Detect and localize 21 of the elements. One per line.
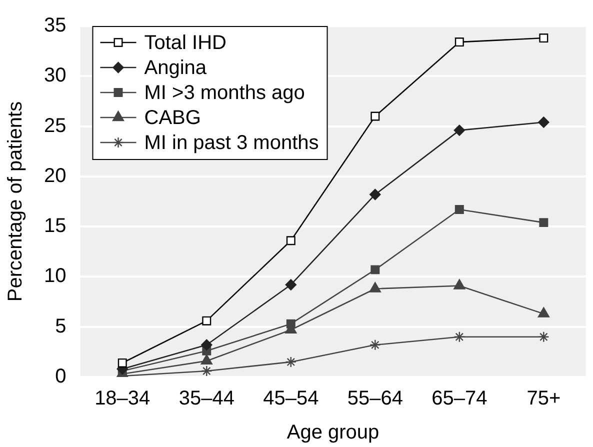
legend-label: Angina: [144, 57, 208, 80]
y-tick-label: 30: [44, 64, 66, 87]
y-tick-label: 20: [44, 164, 66, 187]
legend-label: MI >3 months ago: [144, 82, 305, 104]
x-tick-label: 65–74: [432, 388, 488, 410]
y-tick-label: 10: [44, 265, 66, 288]
legend-label: MI in past 3 months: [144, 132, 319, 154]
y-tick-label: 0: [55, 366, 66, 388]
y-tick-label: 5: [55, 315, 66, 338]
x-tick-label: 35–44: [178, 388, 234, 410]
y-tick-label: 35: [44, 14, 66, 37]
y-tick-label: 25: [44, 114, 66, 137]
x-tick-label: 18–34: [94, 388, 150, 410]
x-tick-label: 45–54: [263, 388, 319, 410]
x-tick-label: 55–64: [347, 388, 403, 410]
y-tick-label: 15: [44, 215, 66, 238]
x-axis-title: Age group: [286, 422, 380, 444]
y-axis-title: Percentage of patients: [4, 101, 27, 302]
legend-label: Total IHD: [144, 32, 226, 54]
x-tick-label: 75+: [526, 388, 561, 410]
legend-label: CABG: [144, 107, 201, 130]
